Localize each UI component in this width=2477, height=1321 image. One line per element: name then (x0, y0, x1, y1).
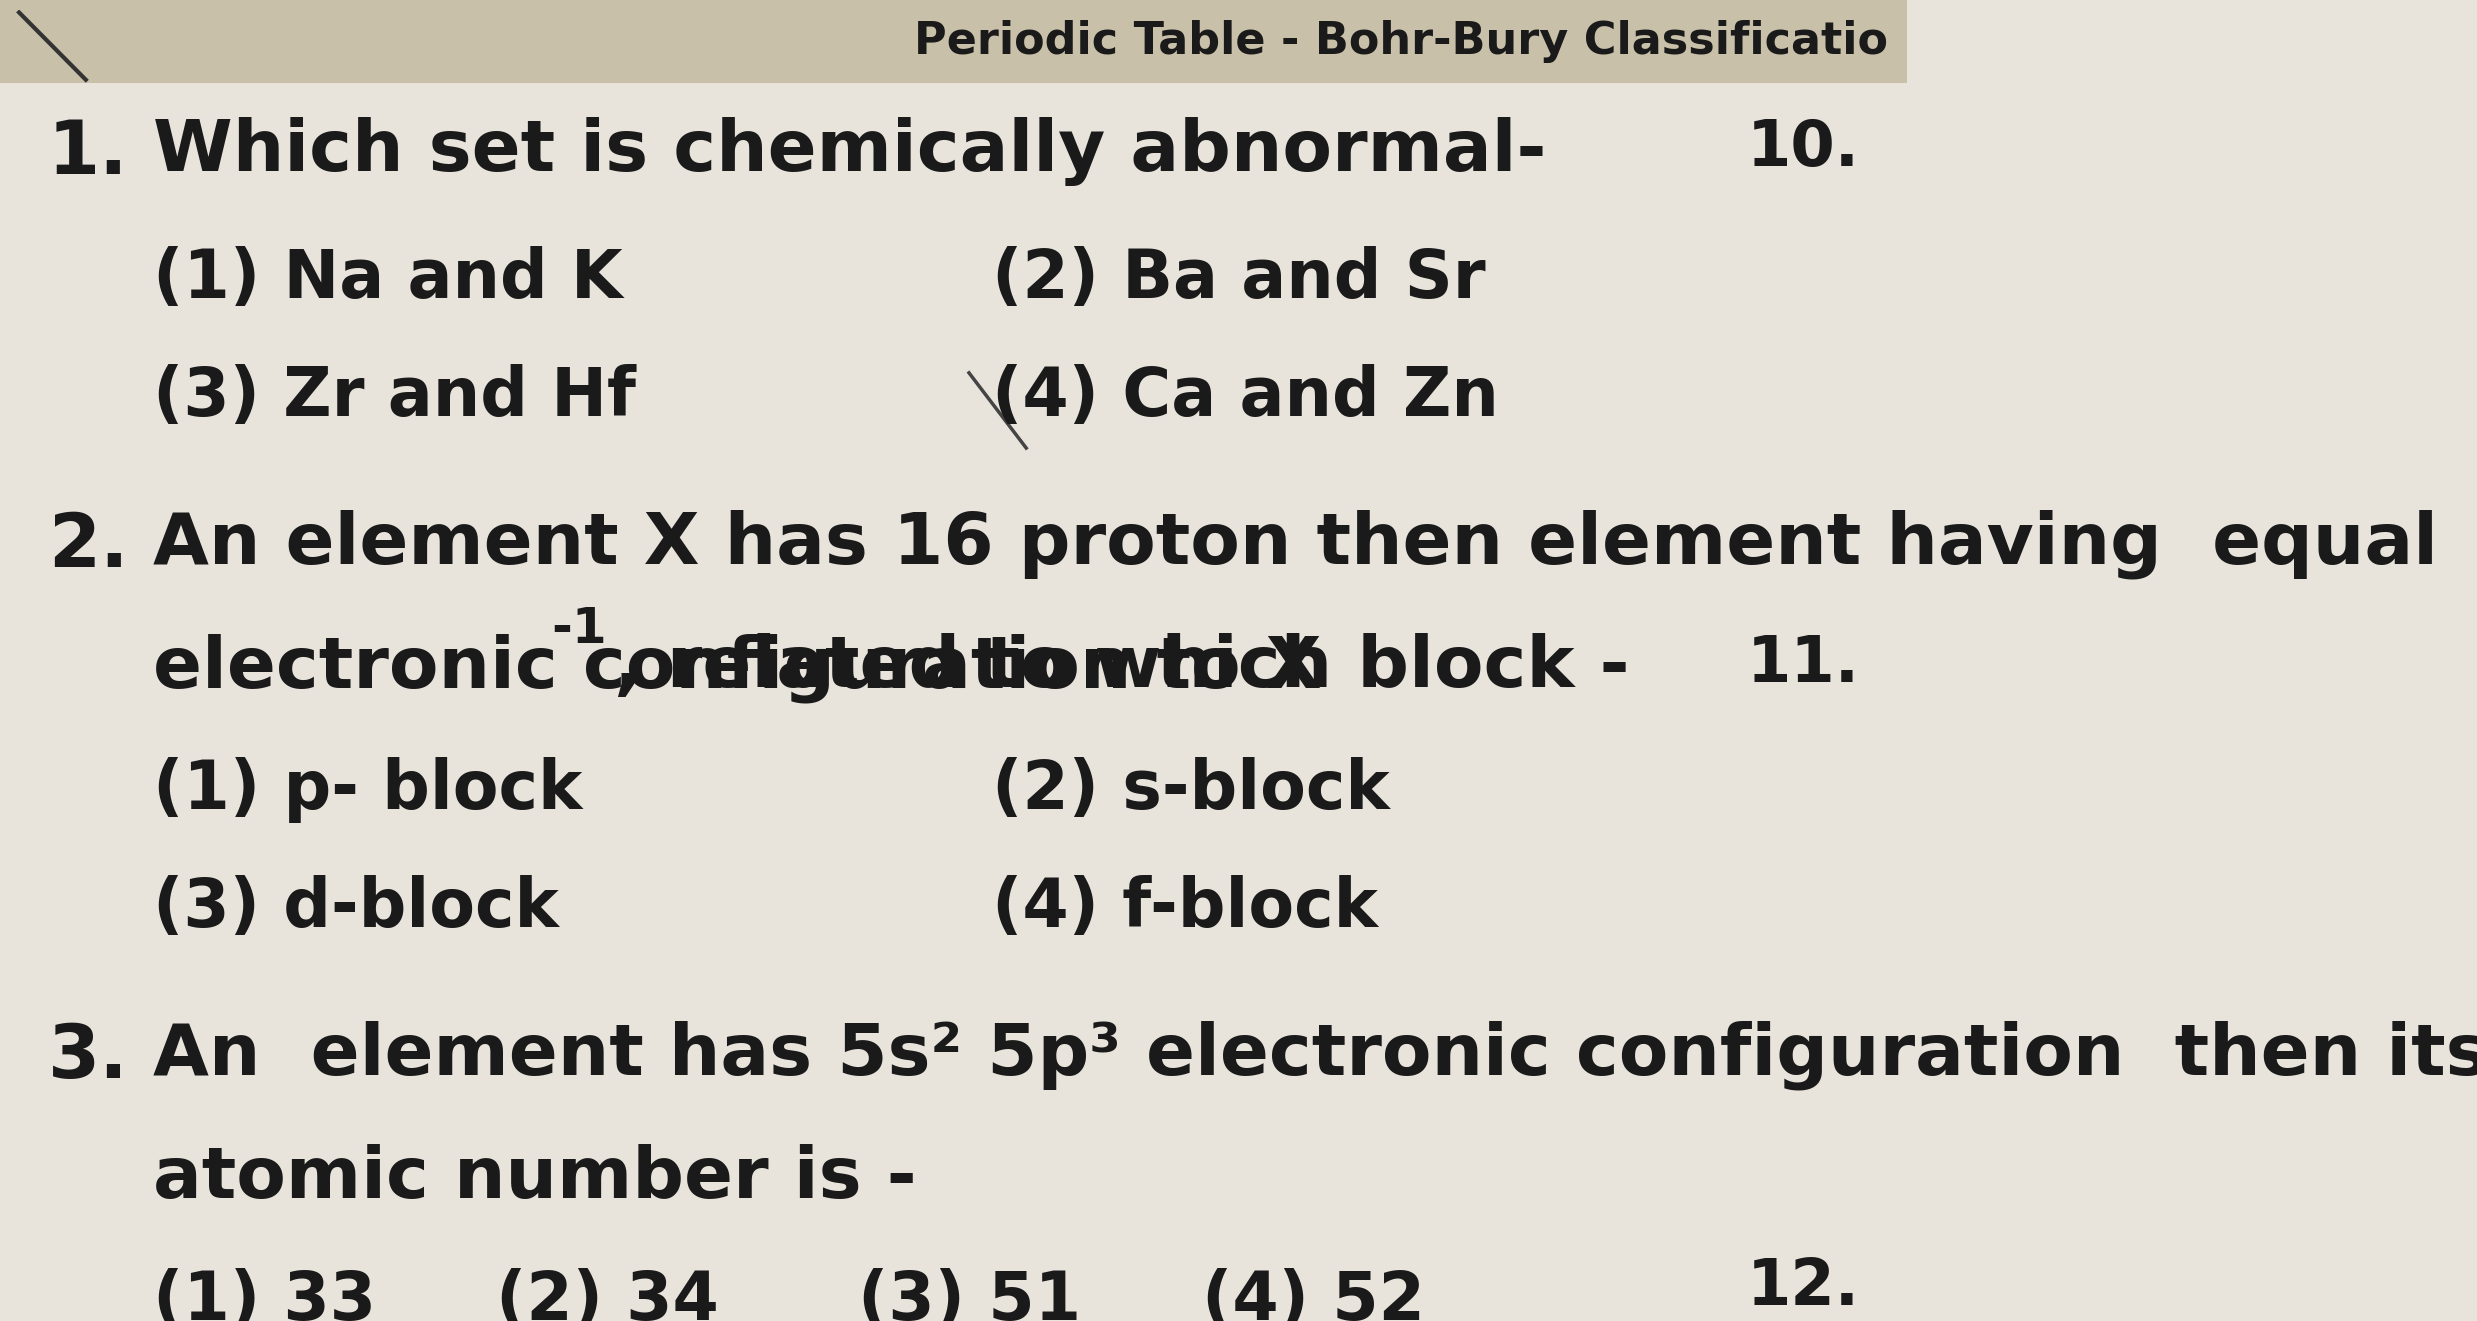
Text: (4) Ca and Zn: (4) Ca and Zn (991, 363, 1499, 429)
Text: (2) s-block: (2) s-block (991, 757, 1390, 823)
Text: 1.: 1. (47, 116, 129, 190)
Text: Which set is chemically abnormal-: Which set is chemically abnormal- (154, 116, 1546, 186)
Text: (1) Na and K: (1) Na and K (154, 246, 622, 312)
Text: (4) f-block: (4) f-block (991, 875, 1377, 941)
FancyBboxPatch shape (0, 0, 1907, 83)
Text: Periodic Table - Bohr-Bury Classificatio: Periodic Table - Bohr-Bury Classificatio (914, 20, 1887, 63)
Text: (2) Ba and Sr: (2) Ba and Sr (991, 246, 1486, 312)
Text: (1) 33: (1) 33 (154, 1268, 377, 1321)
Text: 2.: 2. (47, 510, 129, 583)
Text: An element X has 16 proton then element having  equal: An element X has 16 proton then element … (154, 510, 2437, 580)
Text: atomic number is -: atomic number is - (154, 1144, 916, 1213)
Text: 10.: 10. (1746, 116, 1860, 178)
Text: (2) 34: (2) 34 (495, 1268, 718, 1321)
Text: (4) 52: (4) 52 (1201, 1268, 1424, 1321)
Text: An  element has 5s² 5p³ electronic configuration  then its: An element has 5s² 5p³ electronic config… (154, 1021, 2477, 1090)
Text: (1) p- block: (1) p- block (154, 757, 582, 823)
Text: (3) 51: (3) 51 (860, 1268, 1082, 1321)
Text: (3) d-block: (3) d-block (154, 875, 557, 941)
Text: -1: -1 (550, 605, 607, 654)
Text: 3.: 3. (47, 1021, 129, 1094)
Text: electronic configuration to X: electronic configuration to X (154, 633, 1320, 703)
Text: , related to which block -: , related to which block - (590, 633, 1630, 703)
Text: 11.: 11. (1746, 633, 1860, 695)
Text: 12.: 12. (1746, 1256, 1860, 1318)
Text: (3) Zr and Hf: (3) Zr and Hf (154, 363, 637, 429)
